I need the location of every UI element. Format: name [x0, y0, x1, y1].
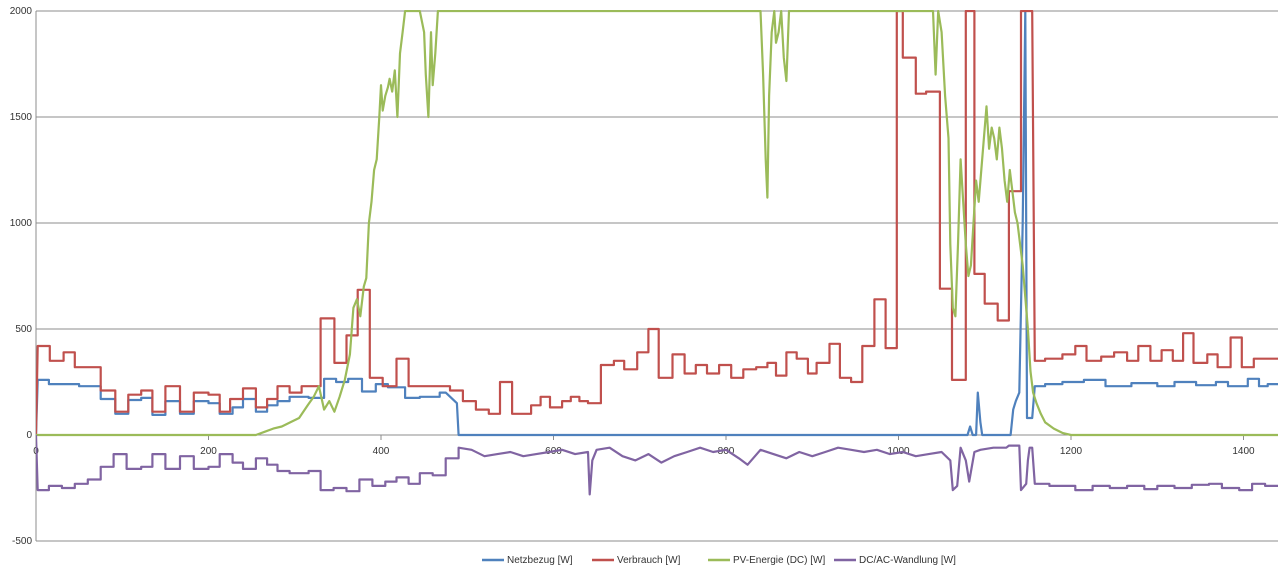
x-tick-label: 1200	[1060, 446, 1083, 457]
gridlines	[36, 10, 1278, 542]
legend-label: Verbrauch [W]	[617, 555, 681, 566]
x-tick-label: 800	[718, 446, 735, 457]
legend-label: PV-Energie (DC) [W]	[733, 555, 825, 566]
y-axis-ticks: -500 0 500 1000 1500 2000	[10, 6, 33, 547]
legend-label: DC/AC-Wandlung [W]	[859, 555, 956, 566]
x-tick-label: 400	[373, 446, 390, 457]
y-tick-label: 2000	[10, 6, 33, 17]
y-tick-label: 500	[15, 324, 32, 335]
legend: Netzbezug [W] Verbrauch [W] PV-Energie (DC…	[482, 555, 956, 566]
series-line-4	[36, 434, 1278, 496]
x-tick-label: 1400	[1232, 446, 1255, 457]
y-tick-label: 0	[26, 430, 32, 441]
series-line-2	[36, 10, 1278, 436]
x-tick-label: 1000	[887, 446, 910, 457]
y-tick-label: 1500	[10, 112, 33, 123]
series-line-3	[36, 10, 1278, 437]
series-lines	[36, 10, 1278, 496]
legend-label: Netzbezug [W]	[507, 555, 573, 566]
y-tick-label: -500	[12, 536, 32, 547]
x-tick-label: 200	[200, 446, 217, 457]
y-tick-label: 1000	[10, 218, 33, 229]
